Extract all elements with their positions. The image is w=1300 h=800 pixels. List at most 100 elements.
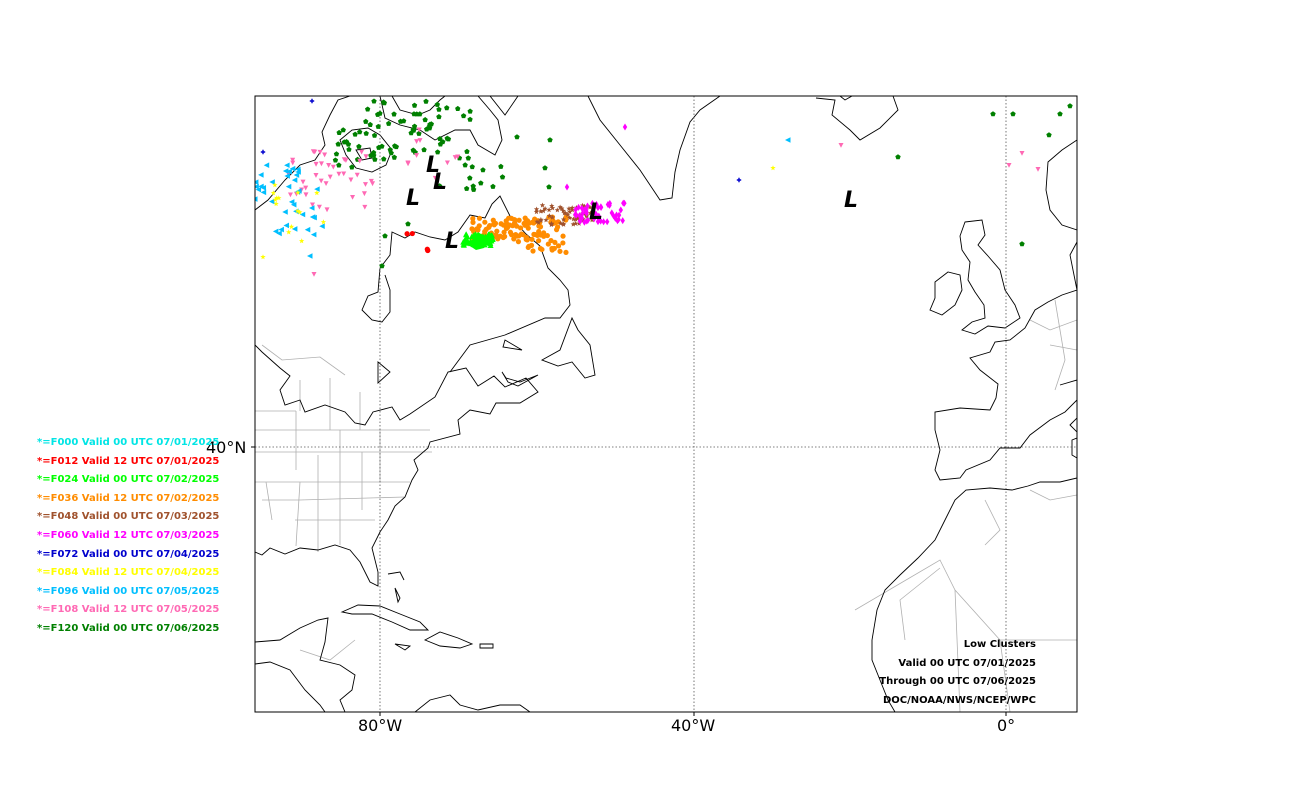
cluster-marker-306 [525,225,531,231]
cluster-marker-500 [622,123,628,131]
cluster-marker-128 [354,172,360,178]
cluster-marker-309 [553,227,560,233]
cluster-marker-23 [414,111,420,117]
cluster-marker-189 [294,208,301,214]
cluster-marker-285 [536,238,542,244]
cluster-marker-85 [498,163,504,169]
cluster-marker-79 [470,183,476,189]
cluster-marker-331 [543,217,549,223]
cluster-marker-336 [540,208,547,214]
cluster-marker-147 [304,226,311,233]
cluster-marker-64 [371,132,378,138]
cluster-marker-386 [593,210,599,218]
cluster-marker-159 [291,177,298,183]
low-center-label-2: L [406,186,420,211]
cluster-marker-227 [516,217,522,223]
cluster-marker-61 [346,146,352,152]
cluster-marker-67 [352,131,358,137]
cluster-marker-361 [565,212,571,217]
cluster-marker-49 [427,125,433,131]
cluster-marker-155 [289,165,296,172]
cluster-marker-342 [566,205,572,211]
cluster-marker-399 [577,217,583,225]
cluster-marker-371 [558,205,565,211]
cluster-marker-157 [285,183,292,190]
cluster-marker-60 [357,129,363,135]
cluster-marker-40 [423,98,429,104]
cluster-marker-357 [560,208,566,214]
cluster-marker-138 [455,154,461,160]
cluster-marker-150 [314,186,320,192]
cluster-marker-359 [538,208,544,214]
cluster-marker-255 [511,220,518,226]
cluster-marker-488 [785,137,791,143]
cluster-marker-377 [535,219,542,225]
cluster-marker-82 [480,167,486,173]
cluster-marker-125 [303,185,309,191]
cluster-marker-220 [490,217,496,223]
cluster-marker-45 [363,118,369,124]
cluster-marker-478 [1046,132,1052,138]
cluster-marker-406 [590,199,595,207]
cluster-marker-137 [405,160,411,166]
cluster-marker-214 [517,225,524,231]
cluster-marker-421 [580,209,585,217]
cluster-marker-471 [425,247,431,254]
cluster-marker-302 [552,220,558,226]
cluster-marker-71 [349,164,355,170]
cluster-marker-280 [531,231,537,237]
cluster-marker-172 [255,183,259,190]
cluster-marker-66 [363,130,369,136]
credit-agency: DOC/NOAA/NWS/NCEP/WPC [883,694,1036,706]
cluster-marker-350 [561,210,567,216]
cluster-marker-100 [300,179,306,185]
cluster-marker-419 [584,217,589,225]
cluster-marker-229 [511,236,517,242]
cluster-marker-247 [482,219,488,225]
coastlines [255,96,1077,712]
cluster-marker-289 [552,239,558,246]
cluster-marker-355 [539,202,546,208]
cluster-marker-415 [605,200,611,208]
cluster-marker-145 [258,172,264,178]
x-tick-label-80w: 80°W [358,716,403,735]
cluster-marker-154 [309,205,315,211]
cluster-marker-175 [272,228,279,235]
x-tick-label-0: 0° [997,716,1016,735]
cluster-marker-156 [284,173,290,179]
cluster-marker-412 [584,209,589,217]
cluster-marker-261 [507,229,514,235]
cluster-marker-87 [490,183,496,189]
cluster-marker-452 [464,238,471,244]
cluster-marker-16 [381,156,387,162]
cluster-marker-417 [611,212,616,220]
cluster-marker-123 [313,161,319,167]
legend-item-f096: *=F096 Valid 00 UTC 07/05/2025 [37,585,220,597]
tick-marks [251,446,1007,716]
cluster-marker-372 [560,216,567,222]
map-frame [254,95,1078,713]
cluster-marker-117 [363,154,369,160]
cluster-marker-360 [549,214,556,220]
cluster-marker-423 [607,199,613,207]
cluster-marker-307 [539,246,545,253]
x-tick-label-40w: 40°W [671,716,716,735]
cluster-marker-317 [529,219,536,225]
cluster-marker-190 [320,219,327,225]
cluster-marker-114 [312,149,318,155]
cluster-marker-308 [544,232,550,239]
cluster-marker-477 [1067,103,1073,109]
cluster-marker-33 [411,123,418,129]
cluster-marker-192 [295,189,301,195]
cluster-marker-74 [336,162,342,168]
cluster-marker-124 [348,177,354,183]
cluster-marker-152 [255,186,262,193]
cluster-marker-176 [293,172,300,178]
cluster-marker-460 [488,232,495,238]
cluster-marker-402 [595,204,601,212]
map-credits: Low Clusters Valid 00 UTC 07/01/2025 Thr… [879,636,1036,710]
cluster-marker-260 [516,233,522,239]
cluster-marker-228 [476,215,483,221]
cluster-marker-420 [576,203,581,211]
cluster-marker-126 [362,204,368,210]
